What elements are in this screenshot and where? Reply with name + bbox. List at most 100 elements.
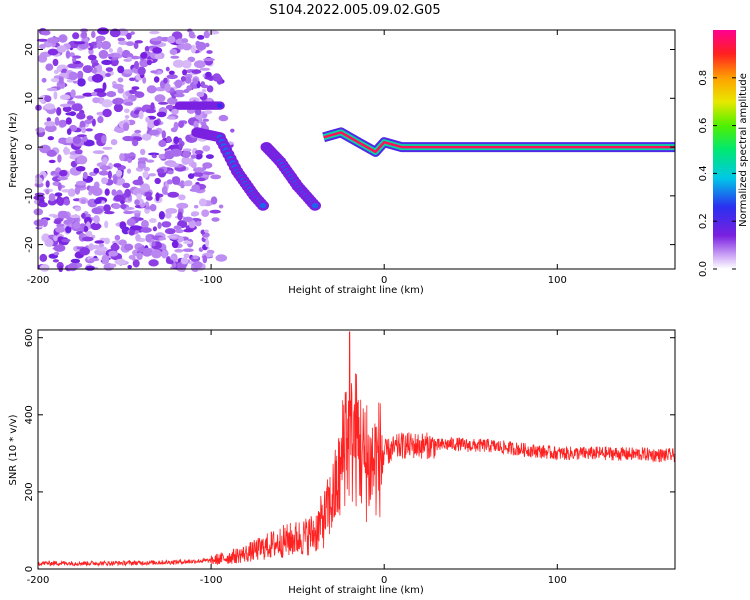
noise-blob xyxy=(163,77,168,84)
noise-blob xyxy=(218,114,229,122)
snr-x-ticks: -200 -100 0 100 xyxy=(27,330,567,586)
noise-blob xyxy=(74,95,86,99)
y-tick-label: 10 xyxy=(24,92,35,105)
noise-blob xyxy=(91,118,96,127)
colorbar-tick-label: 0.8 xyxy=(698,70,709,86)
noise-blob xyxy=(132,259,140,268)
noise-blob xyxy=(190,44,196,54)
x-tick-label: 100 xyxy=(548,275,567,286)
noise-blob xyxy=(182,69,188,76)
noise-blob xyxy=(72,32,80,40)
colorbar: 0.0 0.2 0.4 0.6 0.8 Normalized spectral ampl… xyxy=(698,30,749,277)
noise-blob xyxy=(164,228,176,235)
noise-blob xyxy=(108,48,113,53)
noise-blob xyxy=(201,89,207,93)
noise-blob xyxy=(156,168,165,174)
noise-blob xyxy=(140,183,151,192)
colorbar-ticks: 0.0 0.2 0.4 0.6 0.8 xyxy=(698,70,736,277)
noise-blob xyxy=(124,188,131,198)
noise-blob xyxy=(53,91,58,100)
noise-blob xyxy=(196,91,205,98)
noise-blob xyxy=(212,73,222,82)
noise-blob xyxy=(62,106,72,113)
noise-blob xyxy=(192,78,199,85)
noise-blob xyxy=(92,97,100,104)
noise-blob xyxy=(58,139,67,144)
noise-blob xyxy=(202,255,208,264)
noise-blob xyxy=(145,234,152,243)
noise-blob xyxy=(67,63,78,69)
noise-blob xyxy=(117,37,126,42)
noise-blob xyxy=(151,154,157,159)
noise-blob xyxy=(138,110,144,120)
noise-blob xyxy=(104,220,109,229)
noise-blob xyxy=(72,57,77,63)
noise-blob xyxy=(41,77,47,83)
noise-blob xyxy=(48,159,56,164)
noise-blob xyxy=(45,180,50,188)
noise-blob xyxy=(119,153,125,162)
noise-blob xyxy=(80,30,88,39)
noise-blob xyxy=(65,138,73,144)
noise-blob xyxy=(67,263,78,272)
noise-blob xyxy=(115,169,123,177)
noise-blob xyxy=(44,121,56,127)
noise-blob xyxy=(173,89,186,94)
noise-blob xyxy=(55,172,60,178)
noise-blob xyxy=(173,136,180,145)
spectrogram-y-ticks: -20 -10 0 10 20 xyxy=(24,43,675,253)
noise-blob xyxy=(202,162,213,169)
colorbar-tick-label: 0.6 xyxy=(698,118,709,134)
noise-blob xyxy=(68,71,78,81)
noise-blob xyxy=(112,83,124,89)
noise-blob xyxy=(57,196,65,206)
noise-blob xyxy=(195,220,202,227)
noise-blob xyxy=(54,192,63,197)
noise-blob xyxy=(106,91,117,98)
noise-blob xyxy=(158,101,169,105)
noise-blob xyxy=(65,226,72,234)
noise-blob xyxy=(166,116,176,120)
noise-blob xyxy=(93,88,106,93)
noise-blob xyxy=(97,27,109,35)
spectrogram-frame xyxy=(37,29,676,270)
noise-blob xyxy=(41,29,51,36)
noise-blob xyxy=(196,35,205,40)
noise-blob xyxy=(58,75,64,85)
noise-blob xyxy=(126,56,132,61)
noise-blob xyxy=(89,185,98,194)
noise-blob xyxy=(119,221,127,230)
x-tick-label: 0 xyxy=(381,575,387,586)
noise-blob xyxy=(113,175,118,185)
noise-blob xyxy=(47,136,54,141)
noise-blob xyxy=(65,112,75,116)
noise-blob xyxy=(210,196,218,205)
noise-blob xyxy=(150,37,163,42)
noise-blob xyxy=(95,35,106,42)
noise-blob xyxy=(202,118,210,122)
noise-blob xyxy=(75,166,86,172)
noise-blob xyxy=(182,216,193,222)
noise-blob xyxy=(128,254,135,260)
noise-blob xyxy=(105,73,111,77)
noise-blob xyxy=(99,237,107,242)
noise-blob xyxy=(145,108,157,114)
noise-blob xyxy=(72,136,82,145)
noise-blob xyxy=(171,240,179,249)
snr-frame xyxy=(37,329,676,570)
noise-blob xyxy=(202,145,211,152)
noise-blob xyxy=(107,170,112,180)
noise-blob xyxy=(97,116,104,124)
noise-blob xyxy=(74,206,82,212)
noise-blob xyxy=(146,85,157,94)
noise-blob xyxy=(96,64,103,73)
noise-blob xyxy=(156,111,167,118)
noise-blob xyxy=(182,59,192,69)
noise-blob xyxy=(111,189,117,196)
noise-blob xyxy=(38,202,48,208)
noise-blob xyxy=(102,157,108,166)
noise-blob xyxy=(67,188,76,197)
noise-blob xyxy=(129,225,142,231)
noise-blob xyxy=(161,130,166,139)
noise-blob xyxy=(96,40,102,50)
